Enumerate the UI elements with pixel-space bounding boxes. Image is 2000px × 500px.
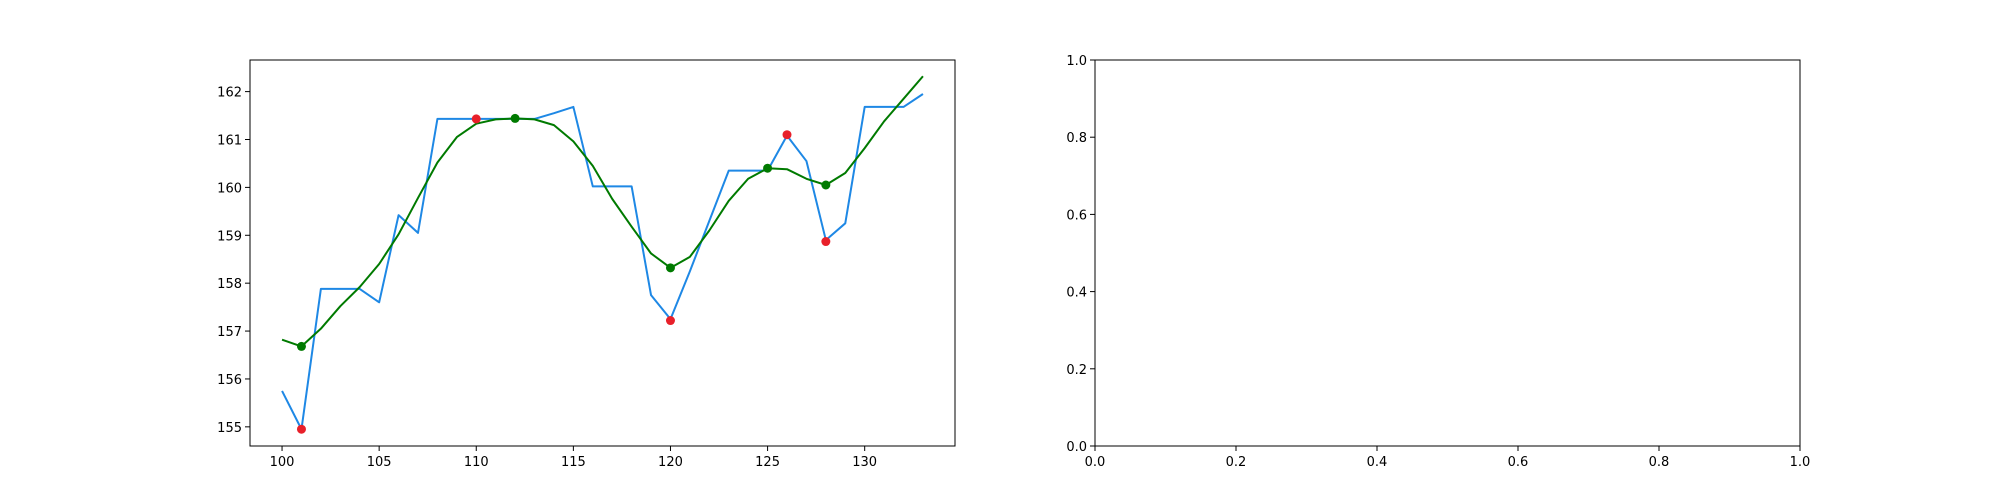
x-tick-label: 105 (367, 455, 392, 470)
y-tick-label: 158 (217, 277, 242, 292)
x-tick-label: 125 (755, 455, 780, 470)
smoothed-extremum-point (821, 180, 831, 190)
smoothed-extremum-point (296, 341, 306, 351)
y-tick-label: 0.0 (1066, 440, 1087, 455)
y-tick-label: 0.8 (1066, 131, 1087, 146)
y-tick-label: 157 (217, 325, 242, 340)
extremum-point (821, 237, 831, 247)
extremum-point (471, 114, 481, 124)
x-tick-label: 100 (270, 455, 295, 470)
x-tick-label: 0.4 (1367, 455, 1388, 470)
axes-frame (249, 59, 956, 447)
x-tick-label: 1.0 (1790, 455, 1811, 470)
empty-chart-axes: 0.0 0.2 0.4 0.6 0.8 1.0 0.0 0.2 0.4 0.6 0.8 1.0 (1066, 54, 1810, 470)
y-tick-label: 162 (217, 86, 242, 101)
x-tick-label: 0.2 (1226, 455, 1247, 470)
axes-frame (1094, 59, 1801, 447)
extremum-point (782, 130, 792, 140)
y-tick-label: 160 (217, 181, 242, 196)
x-tick-label: 120 (658, 455, 683, 470)
smoothed-extremum-point (510, 113, 520, 123)
x-tick-label: 0.8 (1649, 455, 1670, 470)
x-tick-label: 130 (852, 455, 877, 470)
smoothed-line (281, 75, 924, 348)
y-tick-label: 156 (217, 373, 242, 388)
y-tick-label: 0.6 (1066, 208, 1087, 223)
price-line (281, 93, 924, 431)
x-tick-label: 110 (464, 455, 489, 470)
y-tick-label: 161 (217, 133, 242, 148)
y-tick-label: 0.4 (1066, 286, 1087, 301)
x-tick-label: 0.0 (1085, 455, 1106, 470)
x-tick-label: 115 (561, 455, 586, 470)
extremum-point (665, 316, 675, 326)
y-tick-label: 0.2 (1066, 363, 1087, 378)
y-tick-label: 1.0 (1066, 54, 1087, 69)
price-chart-axes: 100 105 110 115 120 125 130 155 156 157 158 159 160 1… (217, 59, 956, 470)
y-tick-label: 155 (217, 421, 242, 436)
extremum-point (296, 424, 306, 434)
x-tick-label: 0.6 (1508, 455, 1529, 470)
smoothed-extremum-point (665, 263, 675, 273)
y-tick-label: 159 (217, 229, 242, 244)
smoothed-extremum-point (763, 163, 773, 173)
